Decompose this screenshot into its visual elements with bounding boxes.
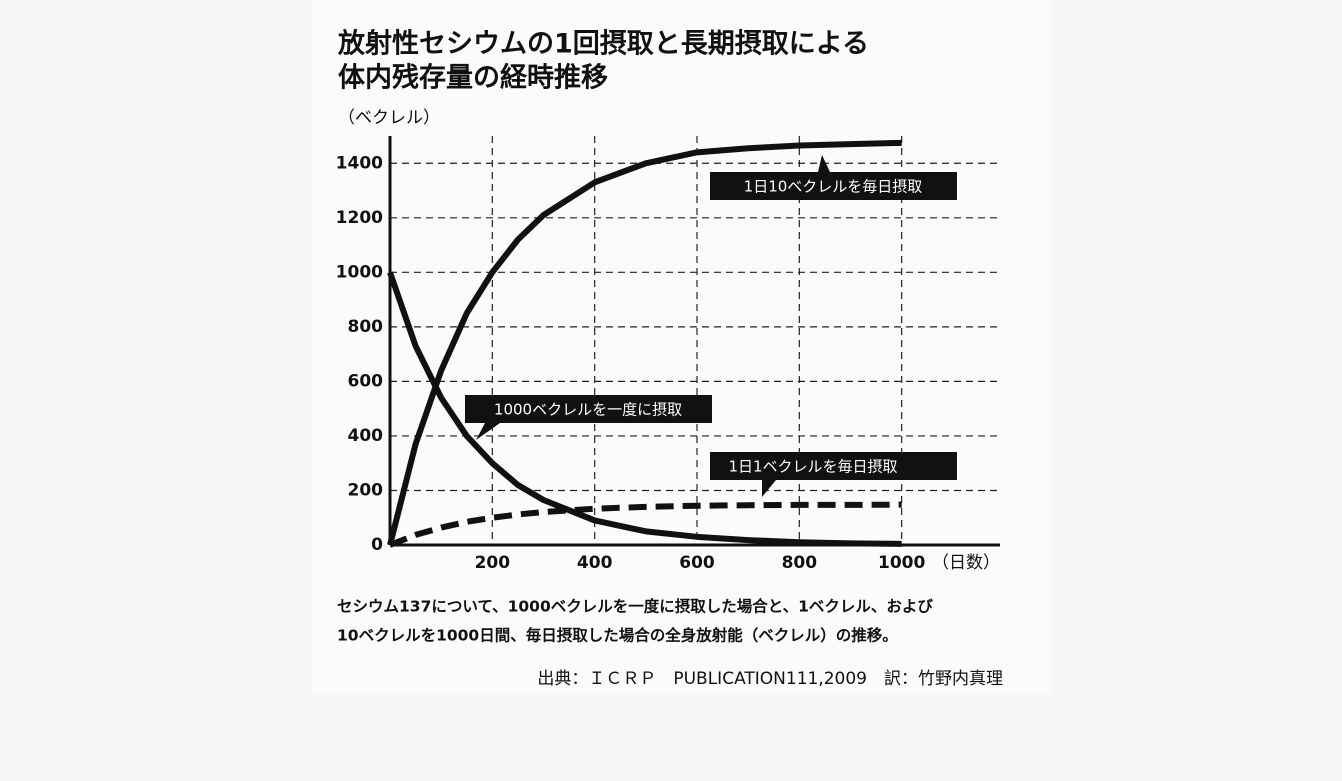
y-tick-label: 800: [348, 317, 384, 337]
y-tick-label: 0: [371, 535, 383, 555]
callouts: 1日10ベクレルを毎日摂取 1000ベクレルを一度に摂取 1日1ベクレルを毎日摂…: [465, 155, 957, 497]
y-tick-label: 1000: [336, 262, 383, 282]
y-tick-label: 1200: [336, 208, 383, 228]
callout-box: [710, 172, 957, 200]
callout-label: 1000ベクレルを一度に摂取: [494, 401, 682, 419]
series-line: [387, 139, 902, 546]
caption: セシウム137について、1000ベクレルを一度に摂取した場合と、1ベクレル、およ…: [337, 597, 933, 616]
chart-title: 放射性セシウムの1回摂取と長期摂取による: [337, 28, 869, 60]
y-tick-label: 1400: [336, 153, 383, 173]
y-tick-label: 200: [348, 480, 384, 500]
callout-box: [465, 395, 712, 423]
caption: 10ベクレルを1000日間、毎日摂取した場合の全身放射能（ベクレル）の推移。: [337, 626, 898, 645]
series-line: [387, 271, 902, 547]
x-tick-label: 400: [577, 553, 613, 573]
callout-label: 1日10ベクレルを毎日摂取: [744, 178, 923, 196]
x-tick-label: 800: [782, 553, 818, 573]
x-tick-label: 200: [475, 553, 511, 573]
y-tick-label: 400: [348, 426, 384, 446]
callout-pointer: [818, 155, 830, 172]
x-tick-label: 1000: [878, 553, 925, 573]
x-tick-label: 600: [679, 553, 715, 573]
callout-pointer: [762, 480, 776, 497]
chart-title: 体内残存量の経時推移: [338, 62, 608, 94]
series-line: [388, 501, 902, 548]
source: 出典：ＩＣＲＰ PUBLICATION111,2009 訳：竹野内真理: [537, 669, 1003, 689]
callout-box: [710, 452, 957, 480]
callout-label: 1日1ベクレルを毎日摂取: [728, 458, 897, 476]
y-axis-label: （ベクレル）: [338, 108, 440, 128]
x-axis-label: （日数）: [932, 553, 1000, 573]
scan-background: [312, 0, 1052, 695]
callout-pointer: [476, 423, 500, 440]
y-tick-label: 600: [348, 371, 384, 391]
